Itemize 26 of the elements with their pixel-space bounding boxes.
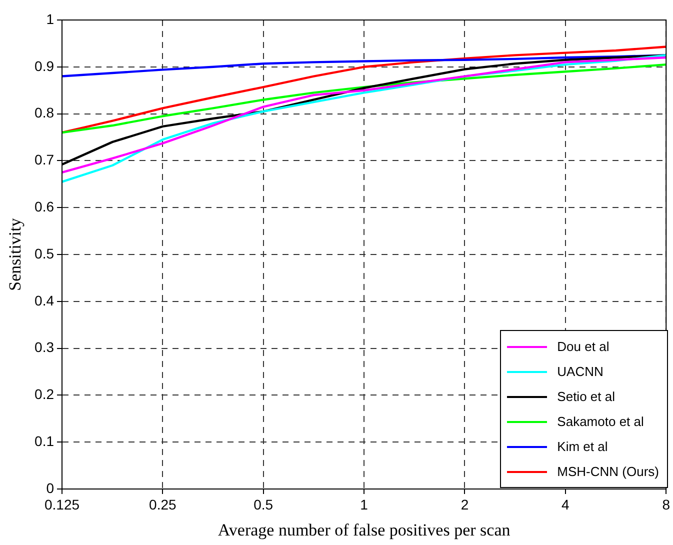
y-tick-label: 0.8 [34, 104, 54, 121]
legend-label: Setio et al [557, 389, 615, 404]
y-tick-label: 0.4 [34, 292, 54, 308]
legend-label: Dou et al [557, 339, 610, 354]
legend-label: Sakamoto et al [557, 414, 644, 429]
y-tick-label: 0.7 [34, 152, 54, 168]
x-tick-label: 0.125 [44, 496, 80, 512]
x-tick-label: 2 [460, 496, 469, 512]
legend-label: MSH-CNN (Ours) [557, 464, 659, 479]
legend-label: Kim et al [557, 439, 608, 454]
y-axis-title: Sensitivity [6, 218, 25, 291]
x-tick-label: 0.5 [254, 496, 274, 512]
y-tick-label: 0.6 [34, 198, 54, 214]
legend-label: UACNN [557, 364, 604, 379]
x-tick-label: 8 [662, 496, 670, 512]
y-tick-label: 0.9 [34, 58, 54, 74]
x-tick-label: 0.25 [149, 496, 177, 512]
y-tick-label: 0.5 [34, 245, 54, 262]
x-tick-label: 1 [360, 496, 368, 512]
y-tick-label: 0.1 [34, 432, 54, 449]
y-tick-label: 0.2 [34, 386, 54, 402]
x-axis-title: Average number of false positives per scan [218, 520, 511, 540]
y-tick-label: 1 [46, 10, 54, 27]
y-tick-label: 0.3 [34, 339, 54, 356]
y-tick-label: 0 [46, 480, 54, 496]
x-tick-label: 4 [562, 496, 570, 512]
